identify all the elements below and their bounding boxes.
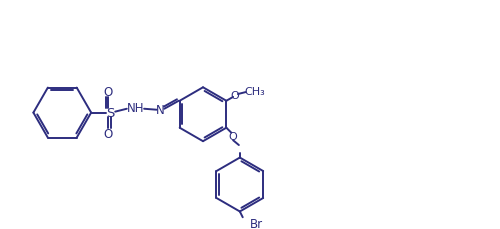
Text: N: N (156, 104, 165, 117)
Text: O: O (228, 132, 237, 142)
Text: S: S (106, 107, 114, 120)
Text: O: O (103, 128, 112, 141)
Text: Br: Br (250, 217, 262, 229)
Text: O: O (103, 86, 112, 98)
Text: CH₃: CH₃ (245, 87, 266, 97)
Text: NH: NH (126, 102, 144, 115)
Text: O: O (230, 91, 239, 101)
